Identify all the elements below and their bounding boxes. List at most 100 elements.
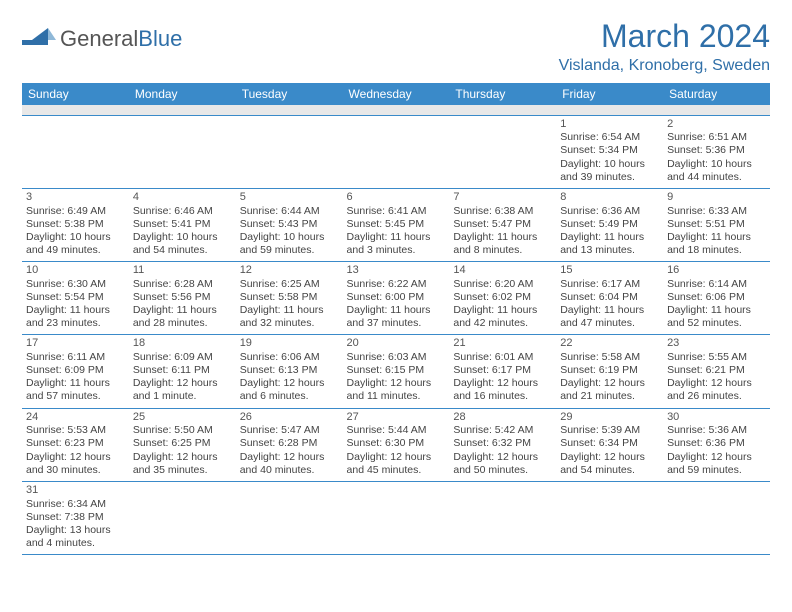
calendar-cell [129,481,236,554]
day-number: 26 [240,411,339,425]
daylight-text: Daylight: 11 hours and 32 minutes. [240,304,339,330]
day-number: 2 [667,118,766,132]
calendar-cell: 5Sunrise: 6:44 AMSunset: 5:43 PMDaylight… [236,188,343,261]
calendar-cell [449,481,556,554]
daylight-text: Daylight: 12 hours and 21 minutes. [560,377,659,403]
daylight-text: Daylight: 11 hours and 37 minutes. [347,304,446,330]
sunrise-text: Sunrise: 5:36 AM [667,424,766,437]
daylight-text: Daylight: 10 hours and 39 minutes. [560,158,659,184]
day-number: 9 [667,191,766,205]
sunrise-text: Sunrise: 6:17 AM [560,278,659,291]
daylight-text: Daylight: 10 hours and 44 minutes. [667,158,766,184]
day-number: 23 [667,337,766,351]
spacer-cell [129,105,236,115]
sunset-text: Sunset: 5:38 PM [26,218,125,231]
day-number: 8 [560,191,659,205]
sunset-text: Sunset: 6:21 PM [667,364,766,377]
sunset-text: Sunset: 5:36 PM [667,144,766,157]
daylight-text: Daylight: 12 hours and 26 minutes. [667,377,766,403]
sunrise-text: Sunrise: 6:01 AM [453,351,552,364]
daylight-text: Daylight: 12 hours and 59 minutes. [667,451,766,477]
weekday-header: Thursday [449,83,556,105]
location-text: Vislanda, Kronoberg, Sweden [559,57,770,75]
sunset-text: Sunset: 6:19 PM [560,364,659,377]
daylight-text: Daylight: 13 hours and 4 minutes. [26,524,125,550]
calendar-cell: 7Sunrise: 6:38 AMSunset: 5:47 PMDaylight… [449,188,556,261]
daylight-text: Daylight: 11 hours and 47 minutes. [560,304,659,330]
daylight-text: Daylight: 12 hours and 50 minutes. [453,451,552,477]
daylight-text: Daylight: 12 hours and 11 minutes. [347,377,446,403]
page-title: March 2024 [559,18,770,55]
sunset-text: Sunset: 6:13 PM [240,364,339,377]
daylight-text: Daylight: 12 hours and 40 minutes. [240,451,339,477]
calendar-cell: 2Sunrise: 6:51 AMSunset: 5:36 PMDaylight… [663,115,770,188]
calendar-cell: 13Sunrise: 6:22 AMSunset: 6:00 PMDayligh… [343,262,450,335]
daylight-text: Daylight: 12 hours and 30 minutes. [26,451,125,477]
daylight-text: Daylight: 12 hours and 45 minutes. [347,451,446,477]
sunset-text: Sunset: 5:34 PM [560,144,659,157]
sunrise-text: Sunrise: 6:38 AM [453,205,552,218]
sunrise-text: Sunrise: 6:25 AM [240,278,339,291]
day-number: 19 [240,337,339,351]
day-number: 1 [560,118,659,132]
calendar-cell: 1Sunrise: 6:54 AMSunset: 5:34 PMDaylight… [556,115,663,188]
sunrise-text: Sunrise: 6:28 AM [133,278,232,291]
calendar-cell [663,481,770,554]
day-number: 5 [240,191,339,205]
sunrise-text: Sunrise: 5:55 AM [667,351,766,364]
spacer-cell [663,105,770,115]
calendar-cell: 15Sunrise: 6:17 AMSunset: 6:04 PMDayligh… [556,262,663,335]
calendar-cell: 23Sunrise: 5:55 AMSunset: 6:21 PMDayligh… [663,335,770,408]
calendar-cell: 17Sunrise: 6:11 AMSunset: 6:09 PMDayligh… [22,335,129,408]
day-number: 31 [26,484,125,498]
sunrise-text: Sunrise: 6:33 AM [667,205,766,218]
calendar-cell: 19Sunrise: 6:06 AMSunset: 6:13 PMDayligh… [236,335,343,408]
daylight-text: Daylight: 12 hours and 35 minutes. [133,451,232,477]
sunrise-text: Sunrise: 5:44 AM [347,424,446,437]
calendar-cell [556,481,663,554]
sunset-text: Sunset: 5:54 PM [26,291,125,304]
day-number: 15 [560,264,659,278]
day-number: 6 [347,191,446,205]
calendar-cell: 6Sunrise: 6:41 AMSunset: 5:45 PMDaylight… [343,188,450,261]
spacer-cell [556,105,663,115]
sunrise-text: Sunrise: 5:53 AM [26,424,125,437]
sunset-text: Sunset: 6:06 PM [667,291,766,304]
calendar-cell: 28Sunrise: 5:42 AMSunset: 6:32 PMDayligh… [449,408,556,481]
sunrise-text: Sunrise: 5:50 AM [133,424,232,437]
daylight-text: Daylight: 11 hours and 23 minutes. [26,304,125,330]
calendar-cell: 4Sunrise: 6:46 AMSunset: 5:41 PMDaylight… [129,188,236,261]
daylight-text: Daylight: 11 hours and 57 minutes. [26,377,125,403]
sunset-text: Sunset: 6:00 PM [347,291,446,304]
day-number: 25 [133,411,232,425]
daylight-text: Daylight: 10 hours and 54 minutes. [133,231,232,257]
sunset-text: Sunset: 5:43 PM [240,218,339,231]
day-number: 12 [240,264,339,278]
sunset-text: Sunset: 5:47 PM [453,218,552,231]
daylight-text: Daylight: 11 hours and 3 minutes. [347,231,446,257]
sunset-text: Sunset: 6:09 PM [26,364,125,377]
day-number: 11 [133,264,232,278]
calendar-cell: 31Sunrise: 6:34 AMSunset: 7:38 PMDayligh… [22,481,129,554]
sunrise-text: Sunrise: 5:47 AM [240,424,339,437]
day-number: 30 [667,411,766,425]
calendar-cell: 14Sunrise: 6:20 AMSunset: 6:02 PMDayligh… [449,262,556,335]
sunrise-text: Sunrise: 5:39 AM [560,424,659,437]
sunset-text: Sunset: 6:32 PM [453,437,552,450]
sunrise-text: Sunrise: 6:34 AM [26,498,125,511]
daylight-text: Daylight: 11 hours and 52 minutes. [667,304,766,330]
weekday-header: Saturday [663,83,770,105]
daylight-text: Daylight: 12 hours and 16 minutes. [453,377,552,403]
day-number: 3 [26,191,125,205]
weekday-header: Monday [129,83,236,105]
calendar-cell: 10Sunrise: 6:30 AMSunset: 5:54 PMDayligh… [22,262,129,335]
calendar-cell: 20Sunrise: 6:03 AMSunset: 6:15 PMDayligh… [343,335,450,408]
sunrise-text: Sunrise: 6:11 AM [26,351,125,364]
sunrise-text: Sunrise: 6:54 AM [560,131,659,144]
sunrise-text: Sunrise: 6:36 AM [560,205,659,218]
sunset-text: Sunset: 6:15 PM [347,364,446,377]
sunset-text: Sunset: 6:23 PM [26,437,125,450]
sunrise-text: Sunrise: 6:09 AM [133,351,232,364]
sunrise-text: Sunrise: 6:44 AM [240,205,339,218]
weekday-header: Wednesday [343,83,450,105]
